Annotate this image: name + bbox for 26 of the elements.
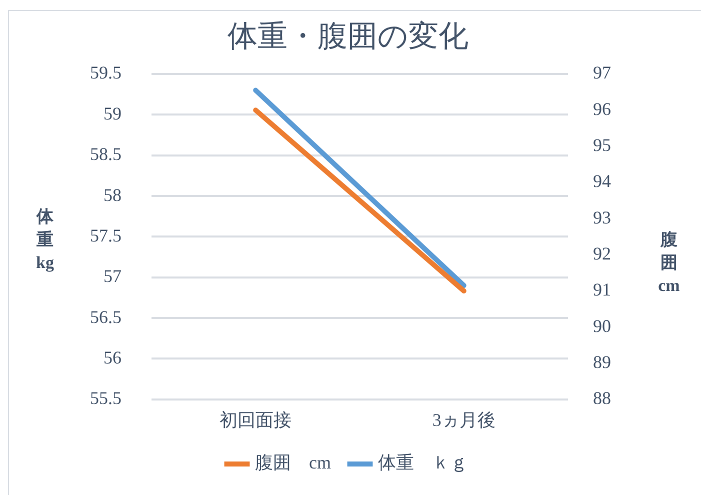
y2-tick-label: 94 <box>593 171 611 192</box>
y2-tick-label: 91 <box>593 280 611 300</box>
legend-label: 腹囲 cm <box>255 452 332 473</box>
y2-tick-label: 96 <box>593 98 611 119</box>
chart-title: 体重・腹囲の変化 <box>228 20 468 53</box>
y2-tick-label: 97 <box>593 62 611 83</box>
y-tick-label: 56 <box>104 347 122 368</box>
legend-label: 体重 ｋｇ <box>378 452 468 473</box>
y2-tick-label: 95 <box>593 135 611 156</box>
y-tick-label: 55.5 <box>90 388 122 408</box>
y2-axis-title: 腹囲cm <box>657 229 681 297</box>
y-tick-label: 59.5 <box>90 62 122 83</box>
y-axis-title: 体重kg <box>35 206 55 274</box>
y2-tick-label: 88 <box>593 388 611 408</box>
x-tick-label: 初回面接 <box>220 410 292 430</box>
y2-tick-label: 93 <box>593 207 611 228</box>
y-tick-label: 59 <box>104 103 122 124</box>
x-tick-label: 3ヵ月後 <box>432 410 496 430</box>
y2-tick-label: 89 <box>593 352 611 372</box>
y-tick-label: 58 <box>104 184 122 205</box>
y-tick-label: 58.5 <box>90 144 122 164</box>
y-tick-label: 57.5 <box>90 225 122 246</box>
y-tick-label: 56.5 <box>90 306 122 327</box>
y-tick-label: 57 <box>104 266 122 286</box>
y2-tick-label: 90 <box>593 316 611 336</box>
y2-tick-label: 92 <box>593 244 611 264</box>
